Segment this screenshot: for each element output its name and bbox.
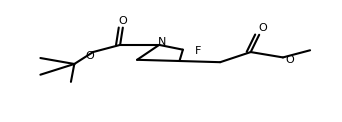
Text: N: N <box>158 37 167 47</box>
Text: O: O <box>118 16 127 26</box>
Text: F: F <box>195 46 201 56</box>
Text: O: O <box>85 51 94 61</box>
Text: O: O <box>285 55 294 65</box>
Text: O: O <box>258 23 267 33</box>
